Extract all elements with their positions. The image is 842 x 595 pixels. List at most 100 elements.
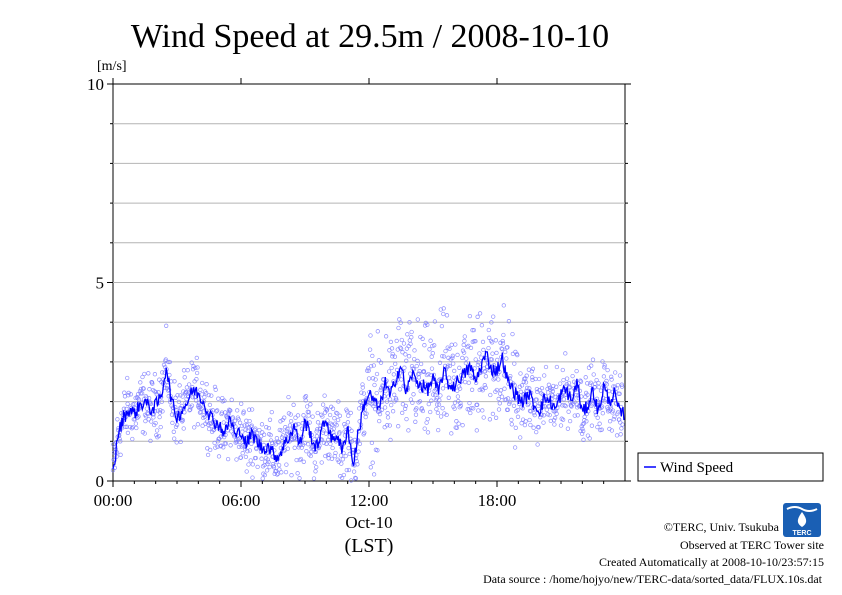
sample-point (572, 413, 577, 418)
sample-point (583, 375, 588, 380)
sample-point (264, 468, 270, 473)
sample-point (478, 365, 483, 370)
sample-point (234, 457, 239, 462)
y-tick-label: 5 (96, 274, 105, 293)
sample-point (129, 426, 135, 431)
sample-point (411, 392, 416, 397)
sample-point (339, 461, 344, 466)
sample-point (581, 437, 586, 442)
sample-point (554, 384, 559, 389)
sample-point (277, 427, 282, 433)
sample-point (194, 370, 200, 376)
sample-point (385, 415, 391, 420)
sample-point (153, 389, 159, 395)
sample-point (486, 327, 491, 333)
sample-point (136, 397, 142, 402)
sample-point (455, 352, 460, 358)
sample-point (146, 371, 151, 376)
sample-point (392, 354, 398, 359)
sample-point (475, 402, 480, 407)
sample-point (282, 415, 287, 420)
sample-point (166, 387, 172, 393)
sample-point (319, 460, 324, 465)
sample-point (437, 398, 442, 403)
sample-point (468, 410, 473, 416)
sample-point (198, 387, 203, 392)
sample-point (471, 327, 477, 333)
sample-point (615, 409, 621, 415)
sample-point (246, 462, 251, 467)
sample-point (341, 472, 347, 478)
sample-point (377, 418, 382, 424)
sample-point (172, 379, 177, 384)
sample-point (387, 397, 393, 402)
sample-point (323, 453, 328, 459)
sample-point (412, 377, 418, 382)
sample-point (284, 462, 289, 467)
sample-point (124, 406, 129, 412)
sample-point (298, 456, 304, 462)
sample-point (324, 407, 330, 412)
sample-point (425, 416, 430, 422)
sample-point (357, 441, 363, 447)
sample-point (285, 426, 290, 432)
sample-point (406, 428, 411, 433)
sample-point (426, 401, 431, 407)
sample-point (552, 415, 558, 421)
sample-point (159, 399, 164, 404)
sample-point (460, 355, 465, 361)
sample-point (523, 380, 529, 385)
sample-point (152, 372, 158, 377)
sample-point (294, 457, 299, 463)
sample-point (425, 322, 430, 327)
sample-point (118, 452, 123, 457)
sample-point (591, 372, 596, 377)
sample-point (301, 459, 306, 464)
sample-point (360, 382, 365, 387)
sample-point (350, 450, 355, 455)
sample-point (404, 358, 409, 363)
sample-point (396, 424, 401, 429)
sample-point (499, 346, 504, 351)
sample-point (544, 407, 549, 412)
sample-point (444, 313, 450, 318)
y-tick-label: 0 (96, 472, 105, 491)
sample-point (512, 445, 518, 450)
sample-point (384, 399, 390, 404)
sample-point (515, 408, 520, 413)
sample-point (385, 423, 390, 428)
sample-point (244, 469, 249, 474)
sample-point (531, 410, 537, 416)
sample-point (473, 339, 478, 344)
x-tick-label: 12:00 (350, 491, 389, 510)
sample-point (470, 328, 475, 333)
sample-point (240, 451, 245, 456)
sample-point (563, 403, 568, 409)
sample-point (193, 365, 198, 370)
sample-point (493, 338, 498, 343)
sample-point (177, 383, 182, 388)
sample-point (453, 342, 458, 347)
sample-point (412, 356, 417, 362)
sample-point (213, 445, 218, 450)
sample-point (351, 469, 357, 474)
sample-point (283, 469, 289, 475)
sample-point (449, 431, 454, 436)
axes: 0 5 10 00:00 06:00 12:00 18:00 (87, 75, 631, 510)
sample-point (320, 414, 325, 419)
sample-point (366, 376, 372, 381)
sample-point (154, 432, 159, 438)
sample-point (466, 343, 471, 349)
sample-point (620, 422, 625, 427)
sample-point (297, 476, 302, 481)
sample-point (180, 418, 186, 423)
sample-point (153, 420, 158, 426)
sample-point (136, 414, 141, 419)
sample-point (414, 406, 419, 411)
sample-point (200, 380, 205, 386)
sample-point (527, 417, 532, 423)
sample-point (345, 433, 350, 438)
sample-point (247, 418, 252, 424)
sample-point (229, 397, 234, 402)
sample-point (313, 469, 318, 474)
